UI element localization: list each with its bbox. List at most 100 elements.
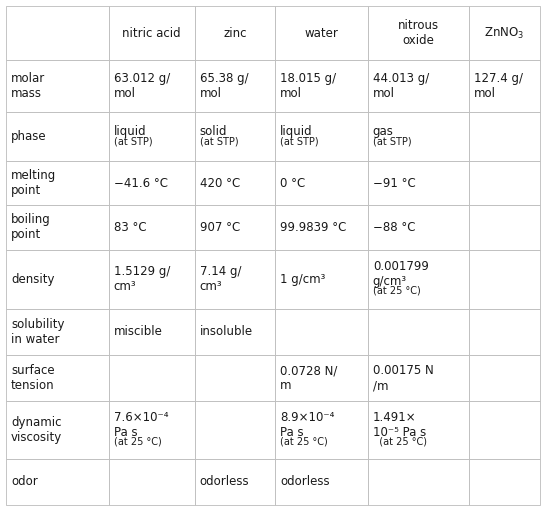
Text: 420 °C: 420 °C [200, 176, 240, 190]
Text: odor: odor [11, 475, 38, 489]
Bar [6, 402, 109, 459]
Text: 1.491×
10⁻⁵ Pa s: 1.491× 10⁻⁵ Pa s [373, 411, 426, 439]
Text: liquid: liquid [114, 125, 146, 137]
Text: 907 °C: 907 °C [200, 221, 240, 234]
Bar [109, 355, 195, 402]
Bar [468, 161, 540, 205]
Bar [195, 402, 275, 459]
Text: 83 °C: 83 °C [114, 221, 146, 234]
Text: (at 25 °C): (at 25 °C) [373, 285, 420, 295]
Bar [109, 309, 195, 355]
Text: molar
mass: molar mass [11, 72, 45, 100]
Text: −41.6 °C: −41.6 °C [114, 176, 168, 190]
Text: (at 25 °C): (at 25 °C) [114, 436, 162, 446]
Text: nitric acid: nitric acid [122, 27, 181, 40]
Text: solubility
in water: solubility in water [11, 318, 64, 346]
Bar [468, 309, 540, 355]
Bar [368, 6, 468, 60]
Bar [109, 402, 195, 459]
Bar [6, 6, 109, 60]
Bar [109, 205, 195, 249]
Text: 0 °C: 0 °C [280, 176, 305, 190]
Text: boiling
point: boiling point [11, 214, 51, 241]
Text: 127.4 g/
mol: 127.4 g/ mol [473, 72, 523, 100]
Bar [468, 60, 540, 111]
Bar [275, 161, 368, 205]
Bar [109, 249, 195, 309]
Text: odorless: odorless [280, 475, 330, 489]
Text: water: water [305, 27, 339, 40]
Text: (at 25 °C): (at 25 °C) [280, 436, 328, 446]
Text: liquid: liquid [280, 125, 312, 137]
Text: 18.015 g/
mol: 18.015 g/ mol [280, 72, 336, 100]
Bar [195, 309, 275, 355]
Bar [195, 6, 275, 60]
Bar [109, 161, 195, 205]
Bar [368, 161, 468, 205]
Text: (at STP): (at STP) [114, 137, 152, 147]
Text: 63.012 g/
mol: 63.012 g/ mol [114, 72, 170, 100]
Text: density: density [11, 273, 55, 286]
Text: 65.38 g/
mol: 65.38 g/ mol [200, 72, 248, 100]
Text: 8.9×10⁻⁴
Pa s: 8.9×10⁻⁴ Pa s [280, 411, 334, 439]
Bar [6, 161, 109, 205]
Bar [6, 205, 109, 249]
Text: 1 g/cm³: 1 g/cm³ [280, 273, 325, 286]
Bar [6, 309, 109, 355]
Text: dynamic
viscosity: dynamic viscosity [11, 416, 62, 444]
Text: odorless: odorless [200, 475, 250, 489]
Bar [109, 60, 195, 111]
Bar [195, 111, 275, 161]
Bar [6, 355, 109, 402]
Bar [368, 309, 468, 355]
Bar [109, 6, 195, 60]
Bar [275, 402, 368, 459]
Text: 44.013 g/
mol: 44.013 g/ mol [373, 72, 429, 100]
Bar [6, 459, 109, 505]
Bar [468, 111, 540, 161]
Bar [275, 6, 368, 60]
Text: nitrous
oxide: nitrous oxide [397, 19, 439, 47]
Text: −91 °C: −91 °C [373, 176, 416, 190]
Text: surface
tension: surface tension [11, 364, 55, 392]
Bar [275, 459, 368, 505]
Bar [6, 249, 109, 309]
Text: 0.0728 N/
m: 0.0728 N/ m [280, 364, 337, 392]
Bar [275, 205, 368, 249]
Bar [275, 309, 368, 355]
Text: 1.5129 g/
cm³: 1.5129 g/ cm³ [114, 265, 170, 293]
Bar [368, 355, 468, 402]
Bar [368, 111, 468, 161]
Text: 99.9839 °C: 99.9839 °C [280, 221, 346, 234]
Text: solid: solid [200, 125, 227, 137]
Bar [468, 459, 540, 505]
Text: ZnNO$_3$: ZnNO$_3$ [484, 26, 524, 41]
Bar [275, 355, 368, 402]
Bar [468, 402, 540, 459]
Text: 0.00175 N
/m: 0.00175 N /m [373, 364, 434, 392]
Text: insoluble: insoluble [200, 326, 253, 338]
Text: (at STP): (at STP) [373, 137, 412, 147]
Bar [468, 355, 540, 402]
Text: melting
point: melting point [11, 169, 56, 197]
Bar [368, 459, 468, 505]
Text: (at STP): (at STP) [280, 137, 318, 147]
Bar [468, 205, 540, 249]
Bar [195, 60, 275, 111]
Text: miscible: miscible [114, 326, 163, 338]
Bar [195, 205, 275, 249]
Bar [195, 161, 275, 205]
Text: 7.14 g/
cm³: 7.14 g/ cm³ [200, 265, 241, 293]
Bar [109, 459, 195, 505]
Bar [468, 6, 540, 60]
Bar [468, 249, 540, 309]
Text: 0.001799
g/cm³: 0.001799 g/cm³ [373, 260, 429, 288]
Text: 7.6×10⁻⁴
Pa s: 7.6×10⁻⁴ Pa s [114, 411, 168, 439]
Bar [275, 60, 368, 111]
Bar [6, 60, 109, 111]
Bar [368, 402, 468, 459]
Text: phase: phase [11, 130, 46, 143]
Text: (at 25 °C): (at 25 °C) [373, 436, 427, 446]
Bar [195, 355, 275, 402]
Text: (at STP): (at STP) [200, 137, 239, 147]
